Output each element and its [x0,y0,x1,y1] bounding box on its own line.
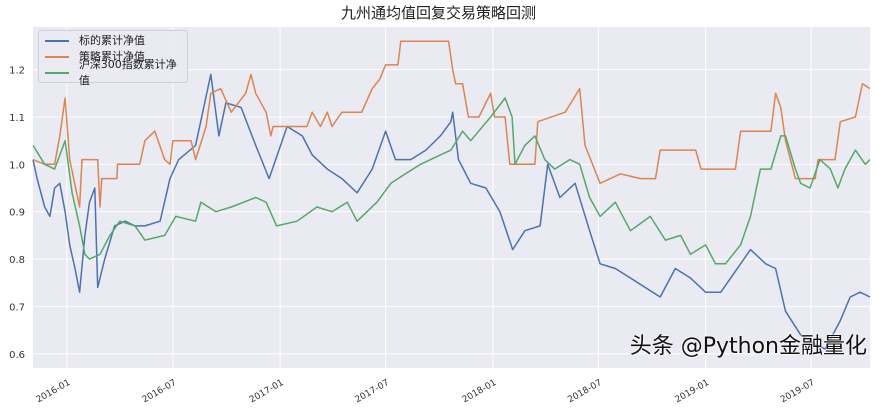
legend-swatch-strategy [45,56,69,58]
y-tick-label: 0.7 [9,302,25,313]
y-tick-label: 0.6 [9,350,25,361]
x-tick-label: 2016-07 [141,378,179,405]
y-tick-label: 1.1 [9,113,25,124]
x-tick-label: 2019-07 [779,378,817,405]
y-tick-label: 0.9 [9,208,25,219]
series-line-strategy [32,40,871,208]
legend: 标的累计净值 策略累计净值 沪深300指数累计净值 [38,30,188,87]
x-tick-label: 2018-01 [461,378,499,405]
y-tick-label: 1.2 [9,66,25,77]
legend-label-strategy: 策略累计净值 [79,50,145,63]
legend-item-hs300: 沪深300指数累计净值 [45,58,187,87]
legend-label-hs300: 沪深300指数累计净值 [78,58,177,87]
x-tick-label: 2016-01 [35,378,73,405]
series-line-hs300 [32,97,871,265]
x-tick-label: 2017-01 [248,378,286,405]
y-tick-label: 1.0 [9,160,25,171]
legend-item-target: 标的累计净值 [45,33,145,49]
watermark: 头条 @Python金融量化 [629,334,867,359]
y-tick-label: 0.8 [9,255,25,266]
legend-label-target: 标的累计净值 [79,34,145,47]
x-tick-label: 2018-07 [566,378,604,405]
x-tick-label: 2019-01 [674,378,712,405]
series-line-target [32,73,871,350]
legend-item-strategy: 策略累计净值 [45,49,145,65]
legend-swatch-target [45,40,69,42]
legend-swatch-hs300 [45,72,69,74]
x-tick-label: 2017-07 [354,378,392,405]
chart-title: 九州通均值回复交易策略回测 [340,4,536,22]
